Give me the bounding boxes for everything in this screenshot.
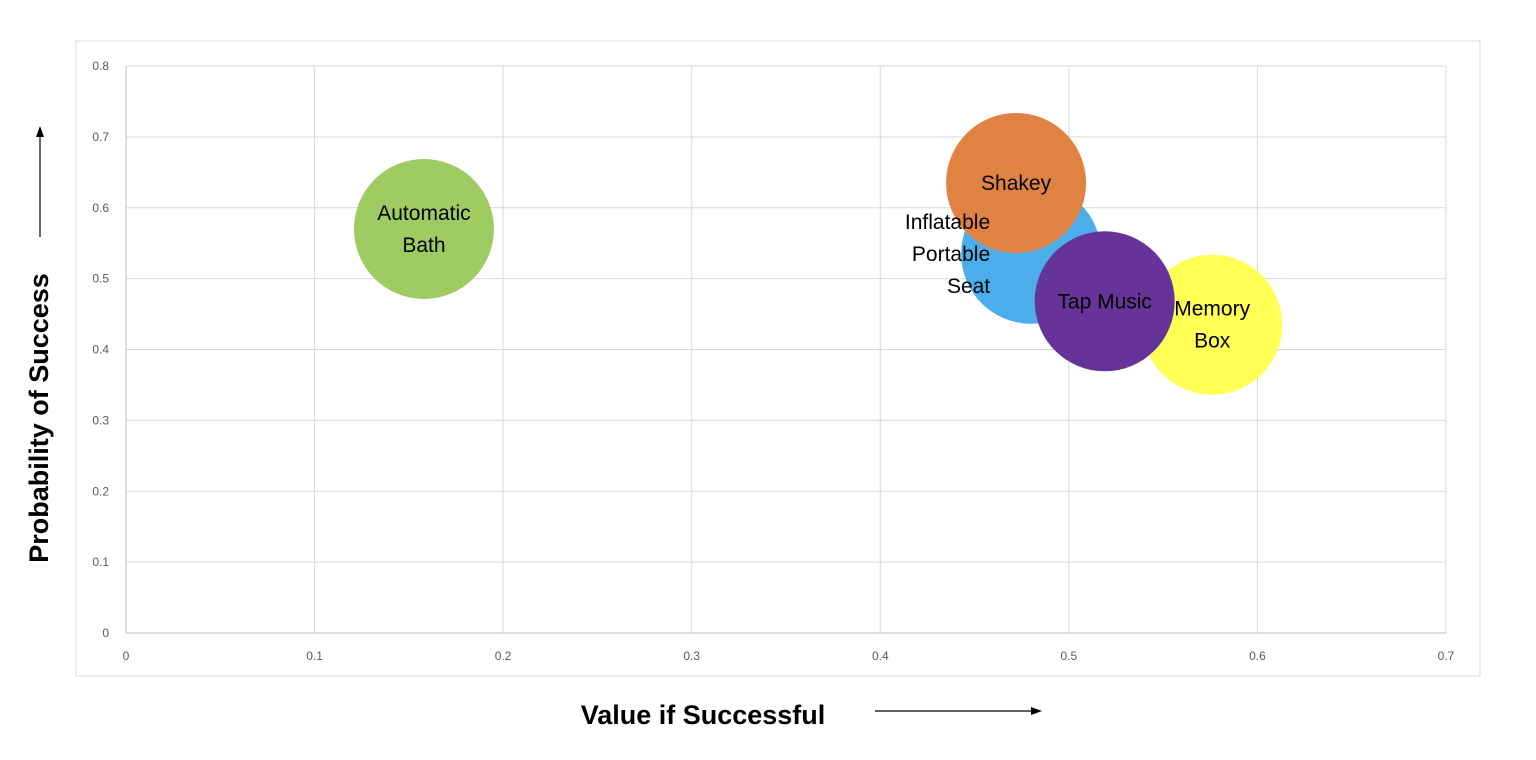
y-axis-title: Probability of Success [24, 273, 54, 563]
y-tick-label: 0.5 [92, 272, 109, 286]
x-tick-label: 0.3 [683, 649, 700, 663]
x-tick-label: 0.1 [306, 649, 323, 663]
bubble-tap-music [1034, 231, 1175, 372]
bubble-label-shakey: Shakey [981, 172, 1052, 195]
x-axis-title: Value if Successful [581, 700, 826, 730]
y-tick-label: 0 [102, 626, 109, 640]
bubble-label-memory-box: Memory [1174, 298, 1250, 321]
x-tick-labels: 0 0.1 0.2 0.3 0.4 0.5 0.6 0.7 [123, 649, 1455, 663]
y-tick-label: 0.8 [92, 59, 109, 73]
bubble-label-inflatable-portable-seat: Seat [947, 275, 990, 298]
y-tick-label: 0.2 [92, 484, 109, 498]
y-tick-label: 0.4 [92, 343, 109, 357]
x-axis-arrow [875, 707, 1042, 715]
bubble-label-inflatable-portable-seat: Inflatable [905, 211, 990, 234]
bubble-shakey [946, 112, 1087, 253]
bubble-label-memory-box: Box [1194, 330, 1231, 353]
bubble-label-automatic-bath: Bath [402, 234, 445, 257]
axes [125, 66, 1446, 634]
y-tick-label: 0.6 [92, 201, 109, 215]
y-tick-label: 0.1 [92, 555, 109, 569]
y-tick-labels: 0 0.1 0.2 0.3 0.4 0.5 0.6 0.7 0.8 [92, 59, 109, 640]
bubble-label-automatic-bath: Automatic [377, 202, 470, 225]
bubble-labels: Automatic Bath Inflatable Portable Seat Memor… [377, 172, 1250, 353]
gridlines [126, 65, 1447, 633]
y-tick-label: 0.3 [92, 413, 109, 427]
x-tick-label: 0.4 [872, 649, 889, 663]
bubble-label-tap-music: Tap Music [1057, 290, 1152, 313]
bubbles [353, 112, 1283, 395]
x-tick-label: 0 [123, 649, 130, 663]
x-tick-label: 0.6 [1249, 649, 1266, 663]
x-tick-label: 0.7 [1438, 649, 1455, 663]
x-tick-label: 0.2 [495, 649, 512, 663]
y-axis-arrow [36, 126, 44, 237]
bubble-memory-box [1142, 254, 1283, 395]
bubble-automatic-bath [353, 159, 494, 300]
y-tick-label: 0.7 [92, 130, 109, 144]
x-tick-label: 0.5 [1061, 649, 1078, 663]
bubble-label-inflatable-portable-seat: Portable [912, 243, 990, 266]
